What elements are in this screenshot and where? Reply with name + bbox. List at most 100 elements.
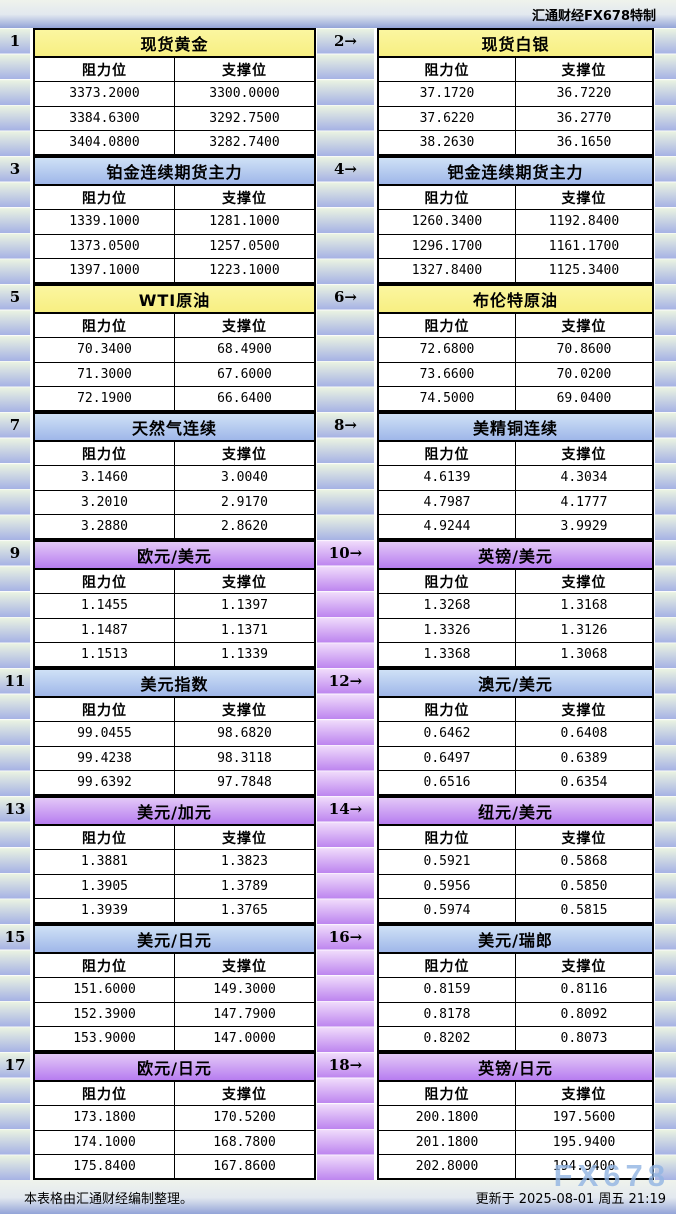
footer-bar: 本表格由汇通财经编制整理。 更新于 2025-08-01 周五 21:19 bbox=[0, 1180, 676, 1214]
level-row: 4.7987 4.1777 bbox=[379, 489, 652, 514]
instrument-title: 钯金连续期货主力 bbox=[379, 158, 652, 186]
level-row: 1373.0500 1257.0500 bbox=[35, 233, 314, 258]
support-col-header: 支撑位 bbox=[174, 186, 314, 210]
resistance-col-header: 阻力位 bbox=[82, 190, 127, 207]
support-col-header: 支撑位 bbox=[515, 442, 652, 466]
instrument-panel: 美元/加元 阻力位 支撑位 1.3881 1.3823 1.3905 1.378… bbox=[33, 796, 316, 924]
instrument-title: 布伦特原油 bbox=[379, 286, 652, 314]
resistance-col-header: 阻力位 bbox=[424, 702, 470, 719]
resistance-value: 1.3905 bbox=[81, 878, 128, 894]
column-header-row: 阻力位 支撑位 bbox=[379, 954, 652, 978]
support-value: 36.2770 bbox=[515, 106, 652, 130]
column-header-row: 阻力位 支撑位 bbox=[379, 698, 652, 722]
support-value: 3300.0000 bbox=[174, 82, 314, 106]
resistance-col-header: 阻力位 bbox=[424, 830, 470, 847]
resistance-value: 1260.3400 bbox=[411, 214, 483, 230]
source-note: 本表格由汇通财经编制整理。 bbox=[24, 1191, 194, 1207]
column-header-row: 阻力位 支撑位 bbox=[379, 314, 652, 338]
level-row: 0.5956 0.5850 bbox=[379, 873, 652, 898]
instrument-panel: 美元指数 阻力位 支撑位 99.0455 98.6820 99.4238 98.… bbox=[33, 668, 316, 796]
instrument-panel: 欧元/日元 阻力位 支撑位 173.1800 170.5200 174.1000… bbox=[33, 1052, 316, 1180]
page-title: 汇通财经FX678特制 bbox=[531, 8, 656, 24]
panel-index-label: 8→ bbox=[333, 416, 357, 434]
left-index-strip: 5 bbox=[0, 284, 30, 412]
support-value: 147.7900 bbox=[174, 1002, 314, 1026]
panel-index-label: 15 bbox=[4, 928, 26, 946]
resistance-value: 73.6600 bbox=[419, 366, 475, 382]
level-row: 0.8202 0.8073 bbox=[379, 1025, 652, 1050]
right-edge-strip bbox=[655, 412, 676, 540]
resistance-value: 3404.0800 bbox=[69, 134, 140, 150]
level-row: 1.1455 1.1397 bbox=[35, 593, 314, 618]
support-value: 0.5868 bbox=[515, 850, 652, 874]
column-header-row: 阻力位 支撑位 bbox=[35, 698, 314, 722]
middle-index-strip: 16→ bbox=[317, 924, 374, 1052]
resistance-value: 1.3881 bbox=[81, 854, 128, 870]
resistance-col-header: 阻力位 bbox=[82, 446, 127, 463]
resistance-value: 1339.1000 bbox=[69, 214, 140, 230]
resistance-value: 3.1460 bbox=[81, 470, 128, 486]
title-bar: 汇通财经FX678特制 bbox=[0, 0, 676, 28]
resistance-value: 0.8159 bbox=[423, 982, 471, 998]
resistance-col-header: 阻力位 bbox=[82, 574, 127, 591]
resistance-col-header: 阻力位 bbox=[424, 1086, 470, 1103]
resistance-col-header: 阻力位 bbox=[82, 958, 127, 975]
middle-index-strip: 14→ bbox=[317, 796, 374, 924]
resistance-col-header: 阻力位 bbox=[424, 62, 470, 79]
right-edge-strip bbox=[655, 668, 676, 796]
resistance-col-header: 阻力位 bbox=[82, 62, 127, 79]
left-index-strip: 17 bbox=[0, 1052, 30, 1180]
support-value: 1.1371 bbox=[174, 618, 314, 642]
support-value: 0.8092 bbox=[515, 1002, 652, 1026]
support-col-header: 支撑位 bbox=[174, 314, 314, 338]
support-value: 66.6400 bbox=[174, 386, 314, 410]
resistance-col-header: 阻力位 bbox=[424, 446, 470, 463]
support-col-header: 支撑位 bbox=[174, 954, 314, 978]
support-value: 97.7848 bbox=[174, 770, 314, 794]
support-value: 0.6354 bbox=[515, 770, 652, 794]
resistance-value: 37.1720 bbox=[419, 86, 475, 102]
level-row: 1.1487 1.1371 bbox=[35, 617, 314, 642]
left-index-strip: 11 bbox=[0, 668, 30, 796]
panel-index-label: 6→ bbox=[333, 288, 357, 306]
support-value: 2.9170 bbox=[174, 490, 314, 514]
support-value: 167.8600 bbox=[174, 1154, 314, 1178]
middle-index-strip: 8→ bbox=[317, 412, 374, 540]
column-header-row: 阻力位 支撑位 bbox=[35, 314, 314, 338]
resistance-value: 99.0455 bbox=[77, 726, 132, 742]
support-value: 1.3765 bbox=[174, 898, 314, 922]
level-row: 37.1720 36.7220 bbox=[379, 81, 652, 106]
support-value: 1.1397 bbox=[174, 594, 314, 618]
resistance-value: 0.8178 bbox=[423, 1006, 471, 1022]
resistance-col-header: 阻力位 bbox=[424, 574, 470, 591]
level-row: 99.6392 97.7848 bbox=[35, 769, 314, 794]
level-row: 0.8178 0.8092 bbox=[379, 1001, 652, 1026]
instrument-title: 现货黄金 bbox=[35, 30, 314, 58]
instrument-title: 英镑/美元 bbox=[379, 542, 652, 570]
level-row: 202.8000 194.9400 bbox=[379, 1153, 652, 1178]
resistance-value: 174.1000 bbox=[73, 1134, 136, 1150]
resistance-col-header: 阻力位 bbox=[82, 318, 127, 335]
instrument-panel: 天然气连续 阻力位 支撑位 3.1460 3.0040 3.2010 2.917… bbox=[33, 412, 316, 540]
resistance-value: 70.3400 bbox=[77, 342, 132, 358]
support-col-header: 支撑位 bbox=[515, 698, 652, 722]
support-col-header: 支撑位 bbox=[515, 570, 652, 594]
level-row: 0.6516 0.6354 bbox=[379, 769, 652, 794]
middle-index-strip: 6→ bbox=[317, 284, 374, 412]
instrument-title: WTI原油 bbox=[35, 286, 314, 314]
instrument-panel: 现货黄金 阻力位 支撑位 3373.2000 3300.0000 3384.63… bbox=[33, 28, 316, 156]
resistance-value: 99.4238 bbox=[77, 750, 132, 766]
panel-grid: 1 现货黄金 阻力位 支撑位 3373.2000 3300.0000 3384.… bbox=[0, 28, 676, 1180]
level-row: 0.6497 0.6389 bbox=[379, 745, 652, 770]
level-row: 1.3268 1.3168 bbox=[379, 593, 652, 618]
support-col-header: 支撑位 bbox=[174, 1082, 314, 1106]
level-row: 3.2010 2.9170 bbox=[35, 489, 314, 514]
column-header-row: 阻力位 支撑位 bbox=[35, 186, 314, 210]
support-value: 194.9400 bbox=[515, 1154, 652, 1178]
support-value: 4.3034 bbox=[515, 466, 652, 490]
level-row: 3384.6300 3292.7500 bbox=[35, 105, 314, 130]
resistance-value: 0.6516 bbox=[423, 774, 471, 790]
instrument-title: 美元/瑞郎 bbox=[379, 926, 652, 954]
level-row: 0.5974 0.5815 bbox=[379, 897, 652, 922]
level-row: 73.6600 70.0200 bbox=[379, 361, 652, 386]
